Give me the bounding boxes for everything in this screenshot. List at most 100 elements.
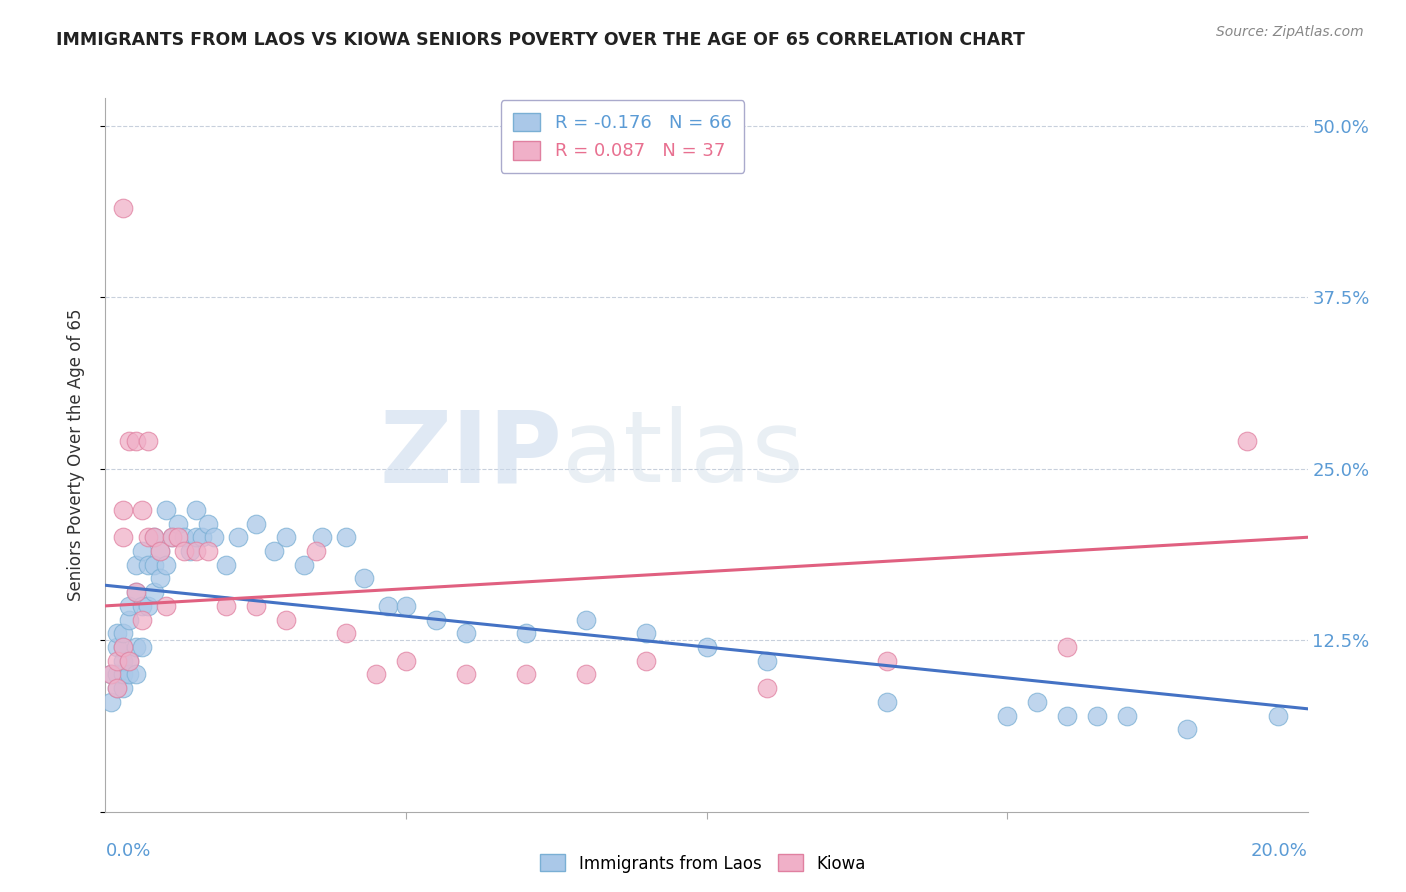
Point <box>214 599 236 613</box>
Point <box>179 544 201 558</box>
Point <box>263 544 285 558</box>
Point <box>395 654 418 668</box>
Point <box>575 613 598 627</box>
Point <box>148 571 170 585</box>
Point <box>124 667 146 681</box>
Point <box>131 599 153 613</box>
Point <box>190 530 212 544</box>
Point <box>197 516 219 531</box>
Point <box>112 667 135 681</box>
Point <box>335 626 357 640</box>
Point <box>107 681 129 696</box>
Point <box>353 571 375 585</box>
Point <box>124 434 146 449</box>
Point <box>155 558 177 572</box>
Point <box>107 667 129 681</box>
Point <box>166 516 188 531</box>
Point <box>160 530 183 544</box>
Point <box>245 599 267 613</box>
Point <box>112 654 135 668</box>
Point <box>124 585 146 599</box>
Point <box>226 530 249 544</box>
Y-axis label: Seniors Poverty Over the Age of 65: Seniors Poverty Over the Age of 65 <box>66 309 84 601</box>
Point <box>311 530 333 544</box>
Text: Source: ZipAtlas.com: Source: ZipAtlas.com <box>1216 25 1364 39</box>
Point <box>118 654 141 668</box>
Point <box>142 530 165 544</box>
Point <box>124 585 146 599</box>
Point <box>173 530 195 544</box>
Point <box>124 558 146 572</box>
Point <box>136 558 159 572</box>
Point <box>112 503 135 517</box>
Point <box>112 640 135 654</box>
Point <box>148 544 170 558</box>
Text: IMMIGRANTS FROM LAOS VS KIOWA SENIORS POVERTY OVER THE AGE OF 65 CORRELATION CHA: IMMIGRANTS FROM LAOS VS KIOWA SENIORS PO… <box>56 31 1025 49</box>
Point <box>173 544 195 558</box>
Point <box>274 530 297 544</box>
Point <box>377 599 399 613</box>
Point <box>118 599 141 613</box>
Point <box>136 434 159 449</box>
Point <box>131 613 153 627</box>
Point <box>155 599 177 613</box>
Point <box>1056 708 1078 723</box>
Point <box>575 667 598 681</box>
Point <box>876 695 898 709</box>
Point <box>142 530 165 544</box>
Point <box>245 516 267 531</box>
Point <box>202 530 225 544</box>
Legend: Immigrants from Laos, Kiowa: Immigrants from Laos, Kiowa <box>534 847 872 880</box>
Point <box>107 654 129 668</box>
Point <box>515 626 537 640</box>
Point <box>184 503 207 517</box>
Text: ZIP: ZIP <box>380 407 562 503</box>
Point <box>142 558 165 572</box>
Point <box>107 626 129 640</box>
Point <box>112 640 135 654</box>
Point <box>155 503 177 517</box>
Point <box>118 654 141 668</box>
Text: 0.0%: 0.0% <box>105 842 150 860</box>
Point <box>395 599 418 613</box>
Point <box>131 503 153 517</box>
Point <box>197 544 219 558</box>
Point <box>214 558 236 572</box>
Point <box>107 681 129 696</box>
Point <box>1085 708 1108 723</box>
Point <box>636 654 658 668</box>
Point <box>100 667 122 681</box>
Point <box>876 654 898 668</box>
Point <box>142 585 165 599</box>
Point <box>305 544 328 558</box>
Point <box>124 640 146 654</box>
Point <box>335 530 357 544</box>
Point <box>755 681 778 696</box>
Point <box>112 530 135 544</box>
Point <box>1056 640 1078 654</box>
Text: 20.0%: 20.0% <box>1251 842 1308 860</box>
Text: atlas: atlas <box>562 407 804 503</box>
Point <box>454 626 477 640</box>
Point <box>112 681 135 696</box>
Point <box>274 613 297 627</box>
Point <box>112 626 135 640</box>
Point <box>112 201 135 215</box>
Point <box>755 654 778 668</box>
Point <box>107 640 129 654</box>
Point <box>995 708 1018 723</box>
Point <box>100 695 122 709</box>
Point <box>454 667 477 681</box>
Legend: R = -0.176   N = 66, R = 0.087   N = 37: R = -0.176 N = 66, R = 0.087 N = 37 <box>501 100 744 173</box>
Point <box>131 640 153 654</box>
Point <box>184 544 207 558</box>
Point <box>136 599 159 613</box>
Point <box>364 667 387 681</box>
Point <box>696 640 718 654</box>
Point <box>166 530 188 544</box>
Point <box>100 667 122 681</box>
Point <box>1175 723 1198 737</box>
Point <box>636 626 658 640</box>
Point <box>160 530 183 544</box>
Point <box>515 667 537 681</box>
